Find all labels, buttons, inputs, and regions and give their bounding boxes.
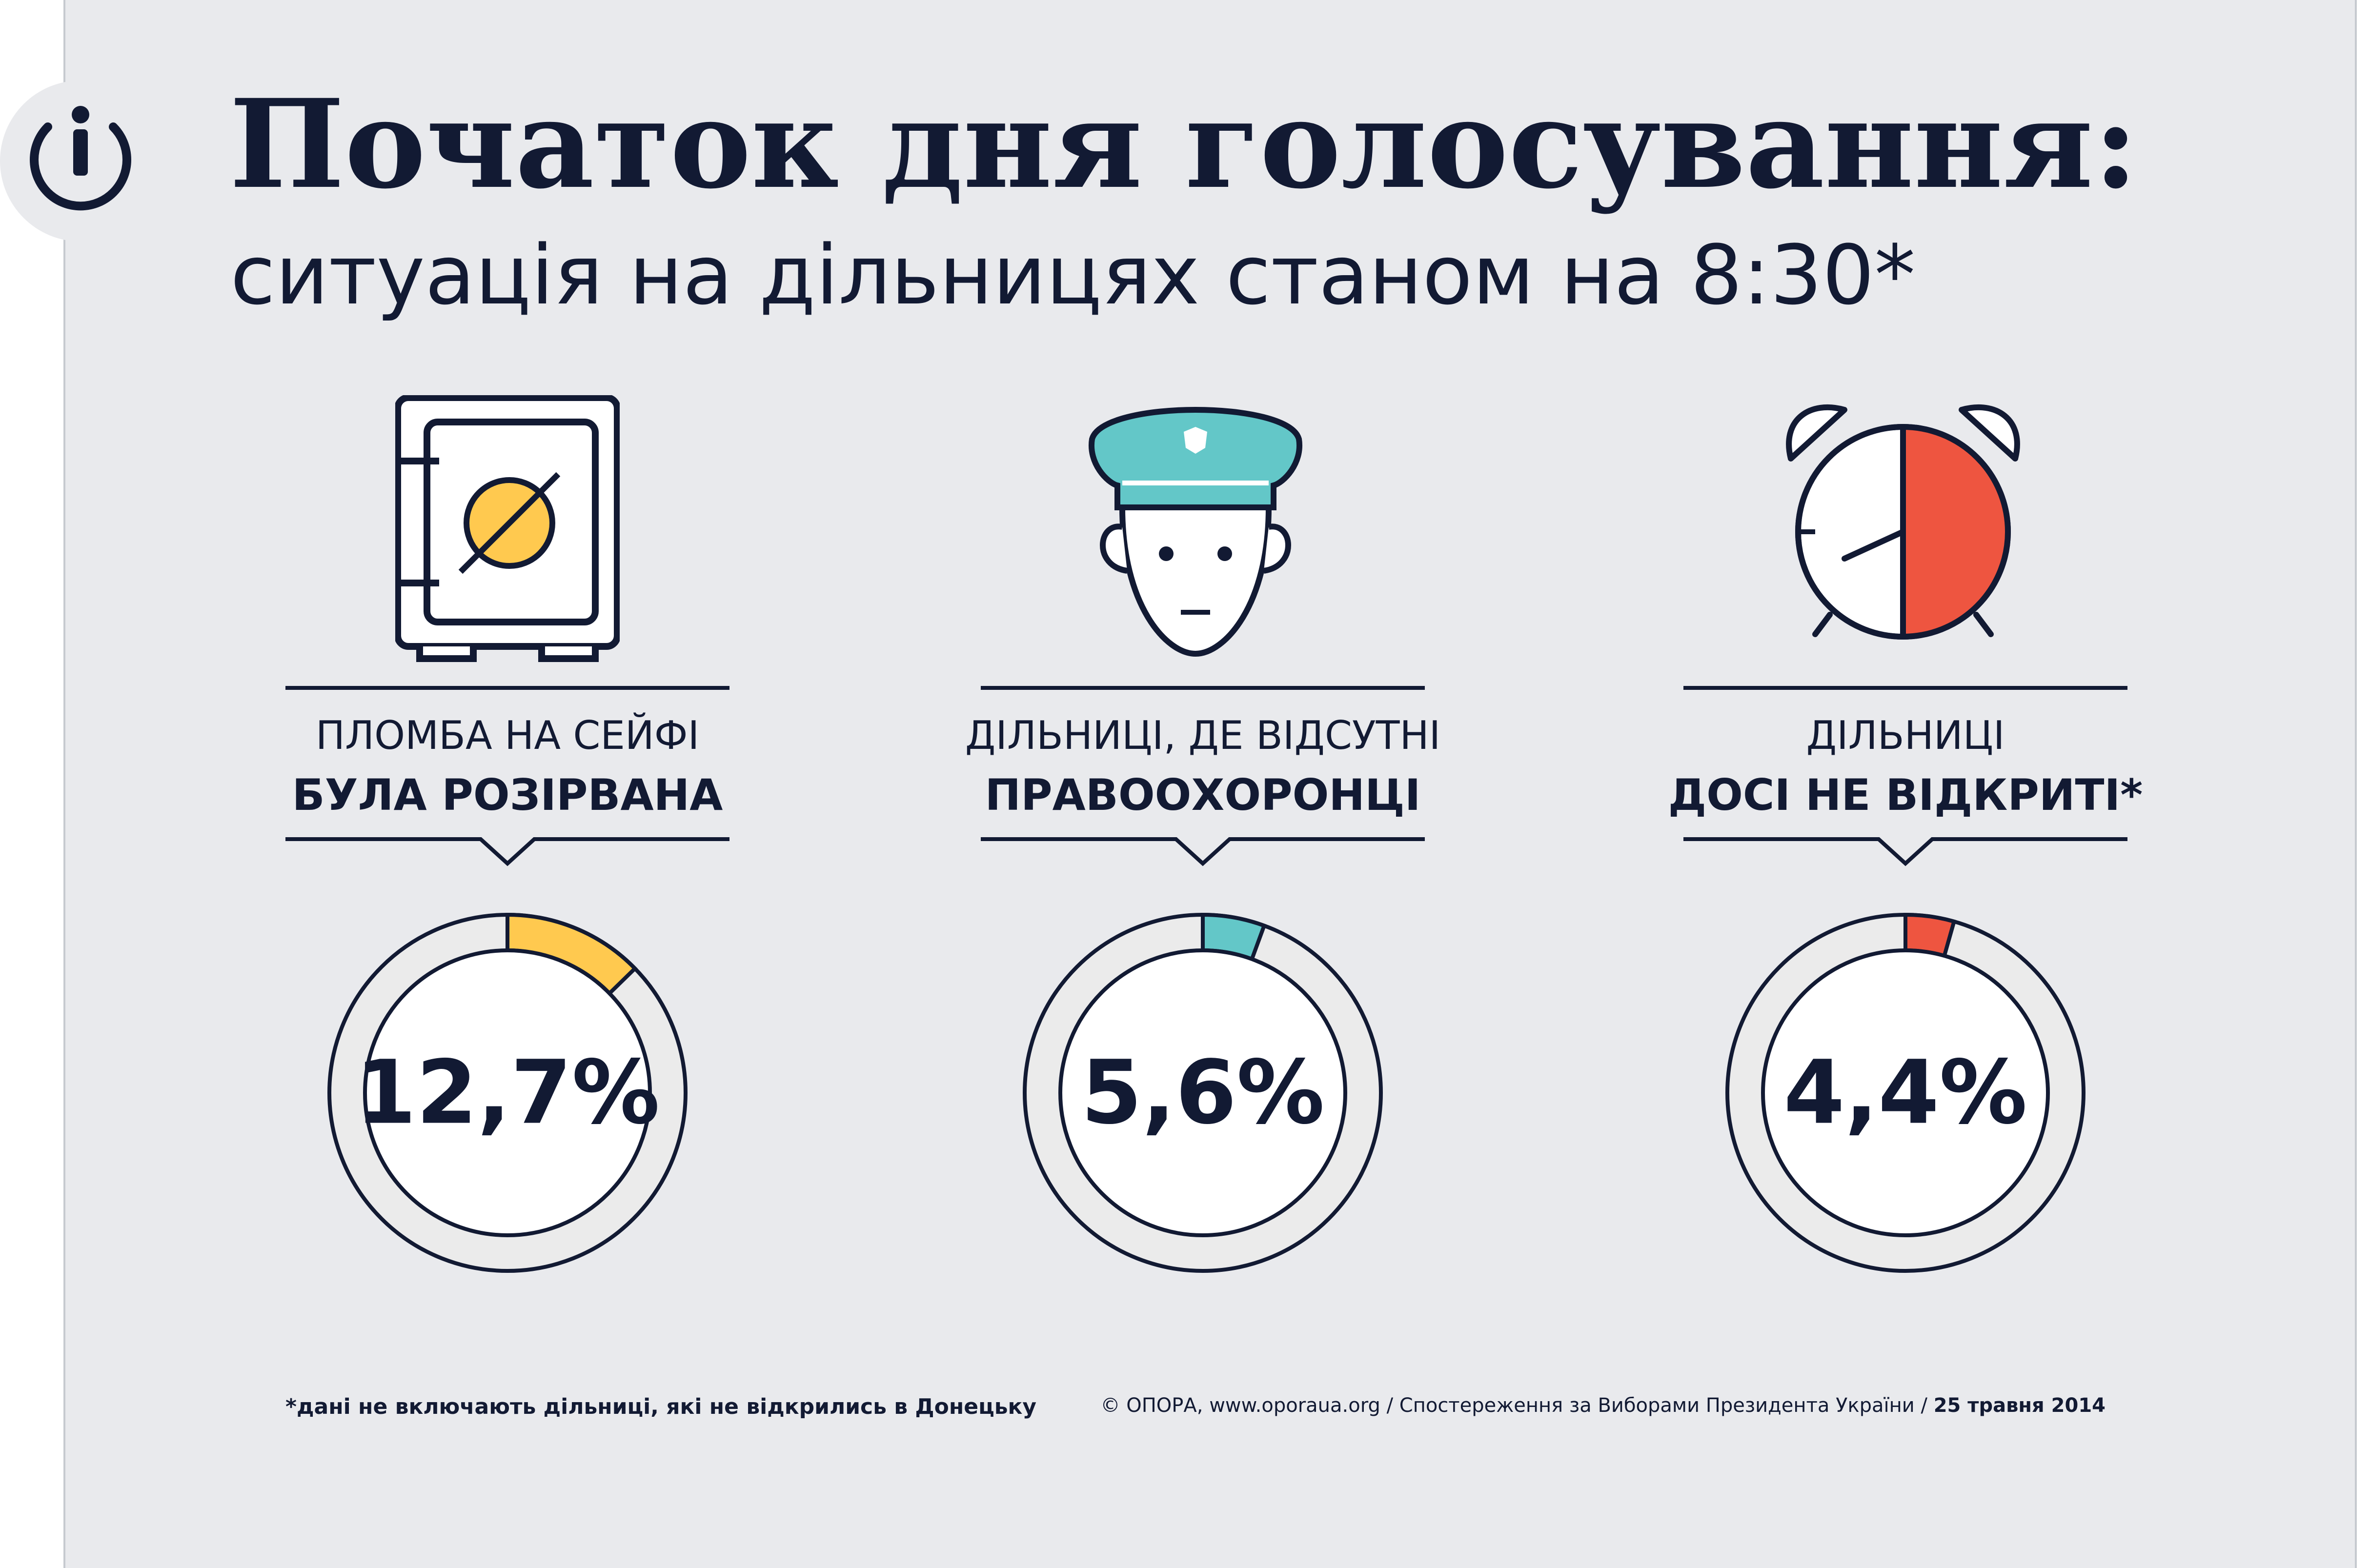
value-label: 5,6% [1081,1042,1324,1144]
page-subtitle: ситуація на дільницях станом на 8:30* [230,227,1916,323]
ring-inner [1058,948,1347,1237]
credits: © ОПОРА, www.oporaua.org / Спостереження… [1101,1394,2106,1417]
safe-icon [395,395,620,662]
caption-seal-broken: ПЛОМБА НА СЕЙФІ БУЛА РОЗІРВАНА [239,716,776,817]
caption-not-opened: ДІЛЬНИЦІ ДОСІ НЕ ВІДКРИТІ* [1637,716,2174,817]
alarm-clock-icon [1786,404,2020,640]
ring-inner [363,948,652,1237]
page-title: Початок дня голосування: [229,72,2139,216]
caption-line2: ПРАВООХОРОНЦІ [985,770,1421,820]
caption-bracket-3 [1683,686,2127,866]
caption-bracket-1 [285,686,729,866]
credits-source: © ОПОРА, www.oporaua.org / Спостереження… [1100,1394,1934,1417]
value-label: 4,4% [1783,1042,2027,1144]
caption-line1: ПЛОМБА НА СЕЙФІ [315,713,700,758]
caption-line2: ДОСІ НЕ ВІДКРИТІ* [1668,770,2143,820]
donut-chart-3: 4,4% [1725,912,2086,1273]
power-icon [0,80,161,241]
credits-date: 25 травня 2014 [1933,1394,2106,1417]
caption-no-police: ДІЛЬНИЦІ, ДЕ ВІДСУТНІ ПРАВООХОРОНЦІ [934,716,1471,817]
caption-line1: ДІЛЬНИЦІ [1806,713,2005,758]
donut-chart-2: 5,6% [1023,912,1383,1273]
police-officer-icon [1088,407,1303,657]
value-label: 12,7% [355,1042,660,1144]
caption-line2: БУЛА РОЗІРВАНА [292,770,723,820]
infographic-panel [63,0,2357,1568]
caption-bracket-2 [981,686,1425,866]
footnote: *дані не включають дільниці, які не відк… [285,1394,1037,1419]
ring-inner [1761,948,2050,1237]
donut-chart-1: 12,7% [327,912,688,1273]
caption-line1: ДІЛЬНИЦІ, ДЕ ВІДСУТНІ [965,713,1441,758]
